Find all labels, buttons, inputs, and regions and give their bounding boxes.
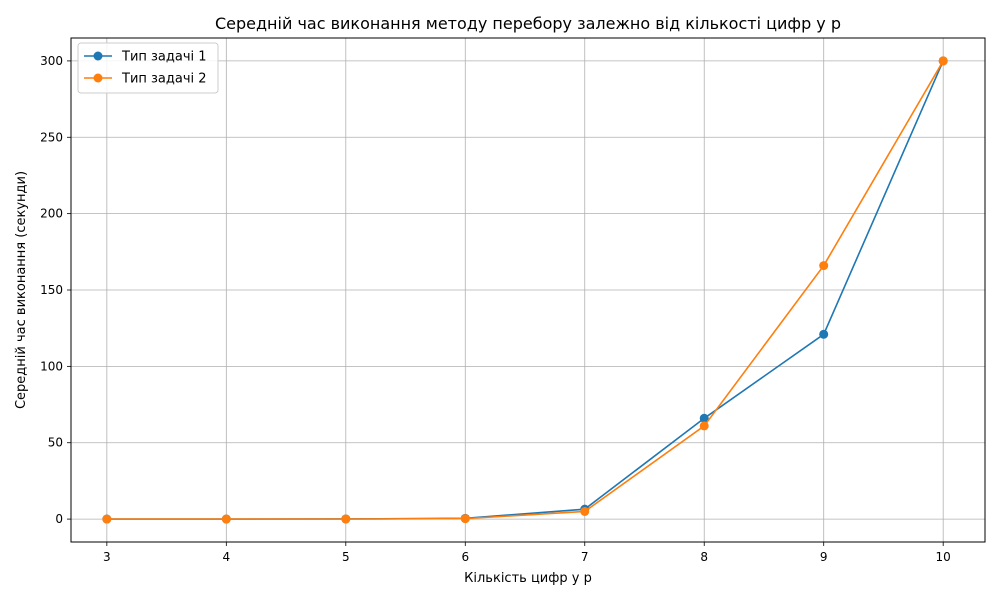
y-tick-label: 300 <box>40 54 63 68</box>
data-point <box>102 514 112 524</box>
series-line <box>106 60 944 520</box>
series-2 <box>102 56 948 524</box>
series-layer <box>102 56 948 524</box>
grid <box>71 38 985 542</box>
data-point <box>819 261 829 271</box>
x-tick-label: 8 <box>700 550 708 564</box>
data-point <box>460 514 470 524</box>
legend-label: Тип задачі 2 <box>121 72 207 87</box>
y-tick-label: 150 <box>40 283 63 297</box>
chart-title: Середній час виконання методу перебору з… <box>215 14 841 33</box>
x-tick-label: 4 <box>222 550 230 564</box>
y-tick-label: 0 <box>55 512 63 526</box>
data-point <box>819 329 829 339</box>
legend-box <box>77 42 219 94</box>
data-point <box>699 413 709 423</box>
x-tick-label: 7 <box>581 550 589 564</box>
y-tick-label: 250 <box>40 130 63 144</box>
data-point <box>341 514 351 524</box>
y-tick-label: 200 <box>40 207 63 221</box>
x-tick-label: 9 <box>820 550 828 564</box>
data-point <box>938 56 948 66</box>
x-tick-label: 6 <box>461 550 469 564</box>
x-tick-label: 3 <box>103 550 111 564</box>
legend-label: Тип задачі 1 <box>121 50 207 65</box>
x-tick-label: 10 <box>936 550 951 564</box>
y-tick-label: 50 <box>48 436 63 450</box>
legend: Тип задачі 1 Тип задачі 2 <box>77 42 219 94</box>
x-tick-label: 5 <box>342 550 350 564</box>
legend-marker <box>93 51 103 61</box>
data-point <box>221 514 231 524</box>
data-point <box>699 421 709 431</box>
y-axis-label: Середній час виконання (секунди) <box>14 171 29 409</box>
data-point <box>580 506 590 516</box>
x-axis-label: Кількість цифр у p <box>464 571 592 586</box>
y-tick-label: 100 <box>40 359 63 373</box>
legend-item: Тип задачі 1 <box>84 50 207 65</box>
legend-item: Тип задачі 2 <box>84 72 207 87</box>
legend-marker <box>93 73 103 83</box>
